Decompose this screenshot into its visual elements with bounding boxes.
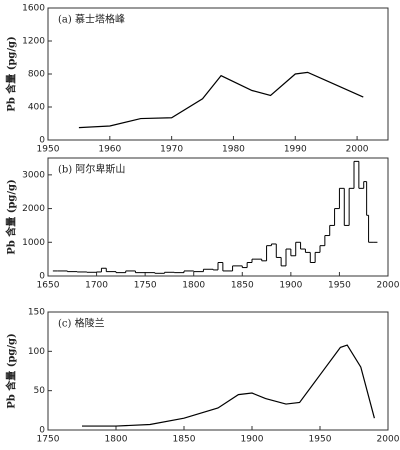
x-tick-label: 1980 (222, 145, 245, 155)
y-tick-label: 2000 (22, 204, 45, 214)
x-tick-label: 1800 (105, 435, 128, 445)
y-tick-label: 0 (39, 426, 45, 436)
x-tick-label: 1990 (284, 145, 307, 155)
annotation: (b) 阿尔卑斯山 (58, 163, 125, 176)
x-tick-label: 1850 (173, 435, 196, 445)
x-tick-label: 1950 (309, 435, 332, 445)
y-axis-label: Pb 含量 (pg/g) (5, 333, 18, 409)
plot-frame (47, 7, 389, 141)
x-tick-label: 1750 (37, 435, 60, 445)
y-axis-label: Pb 含量 (pg/g) (5, 179, 18, 255)
data-line (78, 71, 364, 129)
x-tick-label: 1900 (279, 281, 302, 291)
y-tick-label: 400 (28, 103, 45, 113)
x-tick-label: 2000 (377, 435, 400, 445)
y-tick-label: 50 (34, 386, 46, 396)
x-tick-label: 1900 (241, 435, 264, 445)
y-tick-label: 800 (28, 70, 45, 80)
y-tick-label: 1200 (22, 37, 45, 47)
x-tick-label: 1950 (328, 281, 351, 291)
data-line (82, 344, 375, 427)
plot-frame (47, 157, 389, 277)
y-tick-label: 3000 (22, 170, 45, 180)
x-tick-label: 1800 (182, 281, 205, 291)
y-axis-label: Pb 含量 (pg/g) (5, 36, 18, 112)
x-tick-label: 1700 (85, 281, 108, 291)
y-tick-label: 0 (39, 136, 45, 146)
x-tick-label: 1970 (160, 145, 183, 155)
x-tick-label: 1950 (37, 145, 60, 155)
y-tick-label: 1000 (22, 238, 45, 248)
y-tick-label: 100 (28, 347, 45, 357)
y-tick-label: 150 (28, 308, 45, 318)
plot-frame (47, 311, 389, 431)
x-tick-label: 2000 (346, 145, 369, 155)
annotation: (c) 格陵兰 (58, 317, 105, 330)
x-tick-label: 1650 (37, 281, 60, 291)
x-tick-label: 1750 (134, 281, 157, 291)
x-tick-label: 2000 (377, 281, 400, 291)
x-tick-label: 1960 (98, 145, 121, 155)
y-tick-label: 1600 (22, 4, 45, 14)
y-tick-label: 0 (39, 272, 45, 282)
x-tick-label: 1850 (231, 281, 254, 291)
annotation: (a) 慕士塔格峰 (58, 13, 125, 26)
